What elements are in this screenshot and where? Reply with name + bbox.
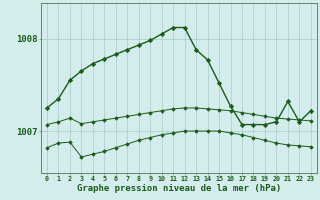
X-axis label: Graphe pression niveau de la mer (hPa): Graphe pression niveau de la mer (hPa) — [77, 184, 281, 193]
